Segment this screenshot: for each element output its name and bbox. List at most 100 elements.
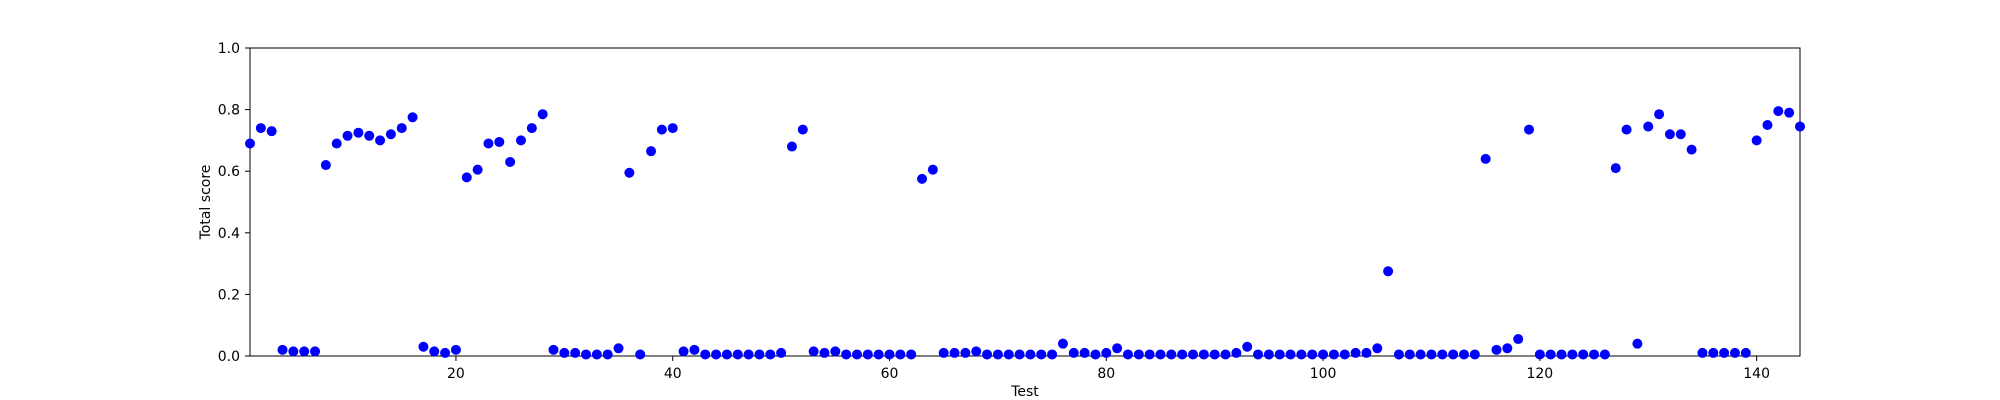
data-point bbox=[1610, 163, 1621, 174]
data-point bbox=[255, 123, 266, 134]
data-point bbox=[407, 112, 418, 123]
data-point bbox=[1675, 129, 1686, 140]
data-point bbox=[483, 138, 494, 149]
data-point bbox=[1133, 349, 1144, 360]
data-point bbox=[570, 347, 581, 358]
data-point bbox=[1599, 349, 1610, 360]
data-point bbox=[1469, 349, 1480, 360]
data-point bbox=[1079, 347, 1090, 358]
data-point bbox=[1513, 334, 1524, 345]
data-point bbox=[1253, 349, 1264, 360]
data-point bbox=[776, 347, 787, 358]
data-point bbox=[884, 349, 895, 360]
data-point bbox=[1795, 121, 1805, 132]
data-point bbox=[949, 347, 960, 358]
data-point bbox=[1188, 349, 1199, 360]
data-point bbox=[1285, 349, 1296, 360]
data-point bbox=[1567, 349, 1578, 360]
data-point bbox=[1654, 109, 1665, 120]
data-point bbox=[1166, 349, 1177, 360]
data-point bbox=[331, 138, 342, 149]
data-point bbox=[1242, 341, 1253, 352]
data-point bbox=[1491, 344, 1502, 355]
data-point bbox=[1762, 120, 1773, 130]
data-point bbox=[830, 346, 841, 357]
data-point bbox=[1057, 338, 1068, 349]
x-tick-label: 100 bbox=[1310, 366, 1337, 382]
data-point bbox=[385, 129, 396, 140]
data-point bbox=[1740, 347, 1751, 358]
data-point bbox=[1068, 347, 1079, 358]
data-point bbox=[1372, 343, 1383, 354]
data-point bbox=[613, 343, 624, 354]
data-point bbox=[1025, 349, 1036, 360]
data-point bbox=[461, 172, 472, 183]
data-point bbox=[1393, 349, 1404, 360]
data-point bbox=[1328, 349, 1339, 360]
data-point bbox=[1339, 349, 1350, 360]
data-point bbox=[917, 173, 928, 184]
data-point bbox=[700, 349, 711, 360]
data-point bbox=[797, 124, 808, 135]
data-point bbox=[1101, 347, 1112, 358]
data-point bbox=[1589, 349, 1600, 360]
data-point bbox=[1621, 124, 1632, 135]
data-point bbox=[646, 146, 657, 157]
data-point bbox=[1719, 347, 1730, 358]
data-point bbox=[450, 344, 461, 355]
data-point bbox=[721, 349, 732, 360]
data-point bbox=[1480, 153, 1491, 164]
data-point bbox=[1122, 349, 1133, 360]
data-point bbox=[310, 346, 321, 357]
data-point bbox=[245, 138, 255, 149]
data-point bbox=[320, 160, 331, 171]
data-point bbox=[765, 349, 776, 360]
x-axis: 20 40 60 80 100 120 140 bbox=[447, 356, 1770, 382]
plot-area bbox=[249, 47, 1801, 357]
data-point bbox=[1729, 347, 1740, 358]
x-tick-label: 80 bbox=[1097, 366, 1115, 382]
y-tick-label: 0.2 bbox=[218, 287, 240, 303]
data-point bbox=[429, 346, 440, 357]
data-point bbox=[732, 349, 743, 360]
data-point bbox=[515, 135, 526, 146]
data-point bbox=[1318, 349, 1329, 360]
data-point bbox=[938, 347, 949, 358]
data-point bbox=[1307, 349, 1318, 360]
y-axis-label: Total score bbox=[198, 165, 214, 241]
data-point bbox=[581, 349, 592, 360]
data-point bbox=[1502, 343, 1513, 354]
data-point bbox=[299, 346, 310, 357]
data-point bbox=[353, 127, 364, 138]
data-point bbox=[440, 347, 451, 358]
data-point bbox=[591, 349, 602, 360]
data-point bbox=[1155, 349, 1166, 360]
data-point bbox=[971, 346, 982, 357]
data-point bbox=[786, 141, 797, 152]
data-point bbox=[1014, 349, 1025, 360]
data-point bbox=[266, 126, 277, 137]
x-tick-label: 60 bbox=[881, 366, 899, 382]
data-point bbox=[1784, 107, 1795, 118]
data-point bbox=[494, 136, 505, 147]
data-point bbox=[1112, 343, 1123, 354]
data-point bbox=[624, 167, 635, 178]
data-point bbox=[667, 123, 678, 134]
data-point bbox=[1415, 349, 1426, 360]
data-point bbox=[1383, 266, 1394, 277]
data-point bbox=[1578, 349, 1589, 360]
data-point bbox=[526, 123, 537, 134]
data-point bbox=[982, 349, 993, 360]
y-tick-label: 0.8 bbox=[218, 103, 240, 119]
data-point bbox=[472, 164, 483, 175]
data-point bbox=[635, 349, 646, 360]
y-tick-label: 0.0 bbox=[218, 349, 240, 365]
data-point bbox=[906, 349, 917, 360]
data-point bbox=[1274, 349, 1285, 360]
data-point bbox=[1296, 349, 1307, 360]
data-point bbox=[851, 349, 862, 360]
data-point bbox=[1458, 349, 1469, 360]
data-point bbox=[1437, 349, 1448, 360]
x-tick-label: 140 bbox=[1743, 366, 1770, 382]
